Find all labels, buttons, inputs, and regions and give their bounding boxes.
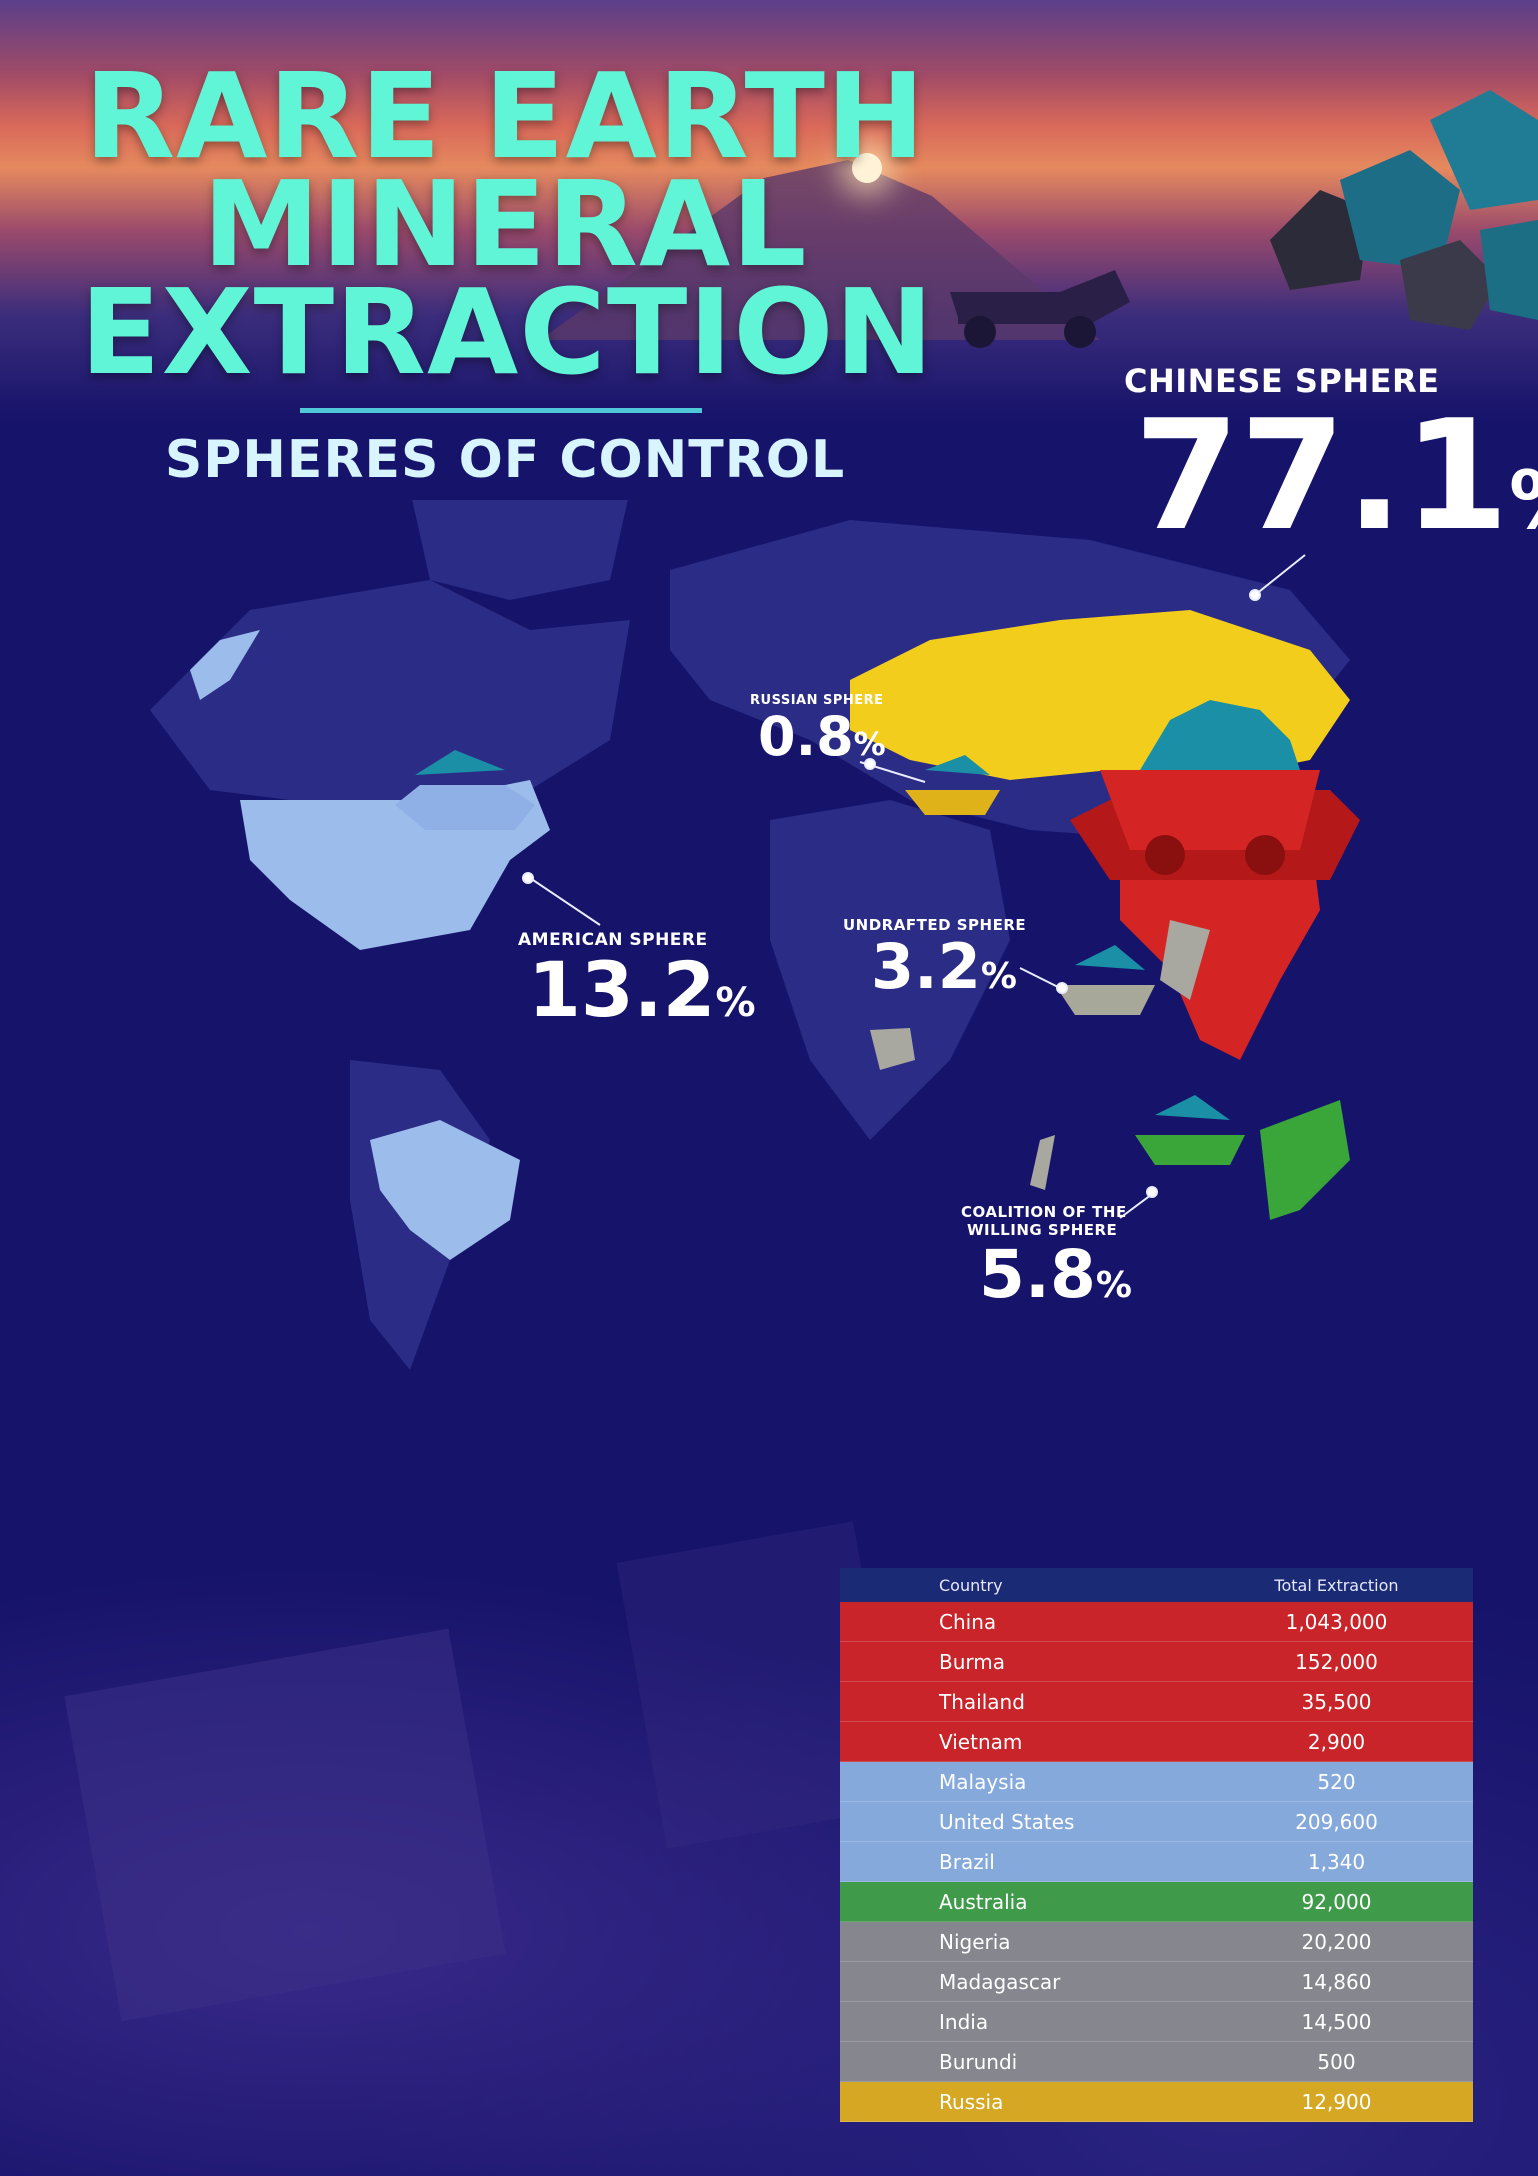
- total-extraction-cell: 1,043,000: [1285, 1609, 1388, 1634]
- country-cell: Brazil: [939, 1849, 995, 1874]
- haul-truck-silhouette: [950, 270, 1130, 348]
- total-extraction-cell: 35,500: [1301, 1689, 1372, 1714]
- table-header: Country Total Extraction: [840, 1568, 1473, 1602]
- page-title: RARE EARTH MINERAL EXTRACTION: [80, 47, 935, 401]
- country-cell: Madagascar: [939, 1969, 1061, 1994]
- total-extraction-cell: 14,860: [1301, 1969, 1372, 1994]
- table-row: United States 209,600: [840, 1802, 1473, 1842]
- country-cell: Australia: [939, 1889, 1028, 1914]
- sun: [852, 153, 882, 183]
- total-extraction-cell: 1,340: [1307, 1849, 1366, 1874]
- table-body: China 1,043,000 Burma 152,000 Thailand 35,500…: [840, 1602, 1473, 2122]
- russian-mine-cart: [905, 755, 1000, 815]
- country-cell: Russia: [939, 2089, 1004, 2114]
- undrafted-sphere-unit: %: [980, 956, 1017, 997]
- table-row: Nigeria 20,200: [840, 1922, 1473, 1962]
- table-row: China 1,043,000: [840, 1602, 1473, 1642]
- russian-sphere-value: 0.8: [758, 705, 854, 768]
- table-row: Vietnam 2,900: [840, 1722, 1473, 1762]
- american-sphere-label: AMERICAN SPHERE: [518, 930, 708, 950]
- table-row: Burma 152,000: [840, 1642, 1473, 1682]
- extraction-table: Country Total Extraction China 1,043,000 B…: [840, 1568, 1473, 2122]
- total-extraction-cell: 500: [1317, 2049, 1356, 2074]
- country-cell: Malaysia: [939, 1769, 1027, 1794]
- table-row: Australia 92,000: [840, 1882, 1473, 1922]
- table-row: Russia 12,900: [840, 2082, 1473, 2122]
- russian-sphere-callout: RUSSIAN SPHERE 0.8%: [750, 693, 886, 773]
- undrafted-sphere-region: [870, 920, 1210, 1190]
- american-sphere-callout: AMERICAN SPHERE 13.2%: [518, 930, 756, 1043]
- total-extraction-cell: 20,200: [1301, 1929, 1372, 1954]
- country-cell: Burma: [939, 1649, 1006, 1674]
- country-cell: India: [939, 2009, 989, 2034]
- title-divider: [300, 408, 702, 413]
- world-map: [150, 500, 1360, 1370]
- country-cell: Vietnam: [939, 1729, 1023, 1754]
- total-extraction-cell: 12,900: [1301, 2089, 1372, 2114]
- callout-leader-lines: [522, 554, 1306, 1219]
- total-extraction-cell: 14,500: [1301, 2009, 1372, 2034]
- undrafted-sphere-value: 3.2: [871, 930, 981, 1003]
- russian-sphere-label: RUSSIAN SPHERE: [750, 693, 884, 708]
- coalition-sphere-unit: %: [1095, 1265, 1132, 1306]
- american-sphere-value: 13.2: [528, 945, 716, 1034]
- russian-sphere-unit: %: [853, 725, 886, 763]
- chinese-mine-cart: [1070, 700, 1360, 880]
- american-sphere-unit: %: [715, 980, 756, 1026]
- country-cell: Thailand: [939, 1689, 1025, 1714]
- total-extraction-cell: 152,000: [1295, 1649, 1378, 1674]
- title-line-3: EXTRACTION: [80, 263, 935, 401]
- table-row: Brazil 1,340: [840, 1842, 1473, 1882]
- chinese-sphere-unit: %: [1509, 454, 1538, 547]
- country-cell: United States: [939, 1809, 1075, 1834]
- table-row: Malaysia 520: [840, 1762, 1473, 1802]
- undrafted-mine-cart: [1055, 945, 1155, 1015]
- coalition-sphere-label-line-2: WILLING SPHERE: [967, 1221, 1118, 1239]
- rock-shape: [64, 1628, 506, 2022]
- title-line-2: MINERAL: [202, 155, 808, 293]
- chinese-sphere-value: 77.1: [1134, 387, 1510, 564]
- title-line-1: RARE EARTH: [84, 47, 926, 185]
- coalition-sphere-label-line-1: COALITION OF THE: [961, 1203, 1127, 1221]
- country-cell: China: [939, 1609, 997, 1634]
- ore-rocks-decoration: [1270, 90, 1538, 330]
- chinese-sphere-callout: CHINESE SPHERE 77.1%: [1124, 362, 1538, 577]
- total-extraction-cell: 2,900: [1307, 1729, 1366, 1754]
- page-subtitle: SPHERES OF CONTROL: [164, 430, 846, 490]
- american-mine-cart: [395, 750, 535, 830]
- table-row: Burundi 500: [840, 2042, 1473, 2082]
- country-cell: Nigeria: [939, 1929, 1011, 1954]
- coalition-sphere-region: [1260, 1100, 1350, 1220]
- coalition-sphere-callout: COALITION OF THE WILLING SPHERE 5.8%: [961, 1203, 1132, 1322]
- total-extraction-column-header: Total Extraction: [1274, 1575, 1399, 1595]
- chinese-sphere-label: CHINESE SPHERE: [1124, 362, 1440, 400]
- undrafted-sphere-label: UNDRAFTED SPHERE: [843, 916, 1027, 934]
- total-extraction-cell: 209,600: [1295, 1809, 1378, 1834]
- coalition-mine-cart: [1135, 1095, 1245, 1165]
- total-extraction-cell: 92,000: [1301, 1889, 1372, 1914]
- coalition-sphere-value: 5.8: [979, 1236, 1096, 1313]
- table-row: Thailand 35,500: [840, 1682, 1473, 1722]
- undrafted-sphere-callout: UNDRAFTED SPHERE 3.2%: [843, 916, 1026, 1010]
- country-cell: Burundi: [939, 2049, 1018, 2074]
- country-column-header: Country: [939, 1575, 1003, 1595]
- total-extraction-cell: 520: [1317, 1769, 1356, 1794]
- table-row: India 14,500: [840, 2002, 1473, 2042]
- table-row: Madagascar 14,860: [840, 1962, 1473, 2002]
